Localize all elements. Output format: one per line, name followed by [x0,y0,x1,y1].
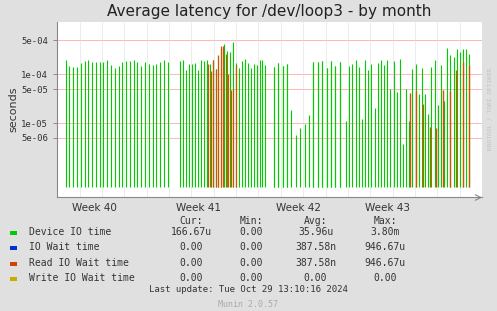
Text: Week 42: Week 42 [276,203,321,213]
Text: 0.00: 0.00 [239,227,263,237]
Text: 0.00: 0.00 [179,273,203,283]
Y-axis label: seconds: seconds [8,87,18,132]
Text: Last update: Tue Oct 29 13:10:16 2024: Last update: Tue Oct 29 13:10:16 2024 [149,285,348,294]
Text: 387.58n: 387.58n [295,258,336,268]
Text: 0.00: 0.00 [239,273,263,283]
Text: Munin 2.0.57: Munin 2.0.57 [219,300,278,309]
Title: Average latency for /dev/loop3 - by month: Average latency for /dev/loop3 - by mont… [107,4,432,19]
Text: Avg:: Avg: [304,216,328,226]
Text: Week 41: Week 41 [176,203,221,213]
Text: IO Wait time: IO Wait time [29,242,99,252]
Text: Cur:: Cur: [179,216,203,226]
Text: Week 40: Week 40 [72,203,117,213]
Text: Week 43: Week 43 [365,203,410,213]
Text: 0.00: 0.00 [179,258,203,268]
Text: 166.67u: 166.67u [171,227,212,237]
Text: 0.00: 0.00 [179,242,203,252]
Text: 0.00: 0.00 [239,242,263,252]
Text: Read IO Wait time: Read IO Wait time [29,258,129,268]
Text: Device IO time: Device IO time [29,227,111,237]
Text: 3.80m: 3.80m [370,227,400,237]
Text: RRDTOOL / TOBI OETIKER: RRDTOOL / TOBI OETIKER [487,67,492,150]
Text: 0.00: 0.00 [373,273,397,283]
Text: 0.00: 0.00 [304,273,328,283]
Text: 35.96u: 35.96u [298,227,333,237]
Text: 946.67u: 946.67u [365,242,406,252]
Text: 387.58n: 387.58n [295,242,336,252]
Text: 946.67u: 946.67u [365,258,406,268]
Text: Max:: Max: [373,216,397,226]
Text: 0.00: 0.00 [239,258,263,268]
Text: Write IO Wait time: Write IO Wait time [29,273,135,283]
Text: Min:: Min: [239,216,263,226]
